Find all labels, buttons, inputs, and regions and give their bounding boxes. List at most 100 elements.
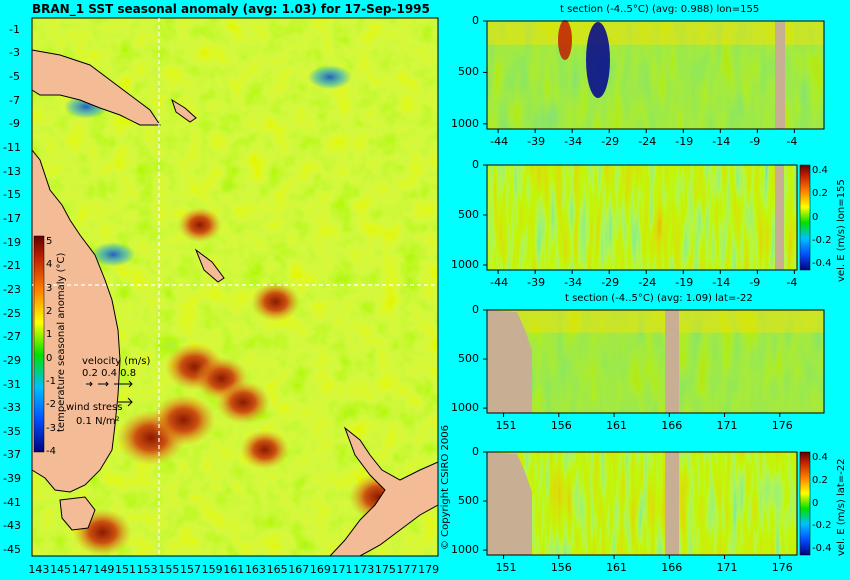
velocity-colorbar-tick: 0.2	[812, 188, 828, 200]
section-texture	[487, 165, 797, 270]
hot-spot	[240, 429, 290, 470]
section-frame	[486, 451, 798, 556]
warm-surface-layer	[487, 21, 824, 45]
section-x-tick: -29	[601, 276, 620, 289]
colorbar-tick: 3	[46, 282, 53, 294]
section-land-shelf	[487, 452, 532, 555]
map-y-tick: -5	[9, 70, 20, 84]
velocity-colorbar-tick: 0.4	[812, 451, 828, 463]
section-x-tick: -14	[712, 135, 731, 148]
map-y-tick: -9	[9, 117, 20, 131]
map-y-tick: -19	[3, 235, 21, 249]
map-title: BRAN_1 SST seasonal anomaly (avg: 1.03) …	[32, 2, 430, 16]
map-y-tick: -7	[9, 93, 20, 107]
cold-spot	[91, 242, 136, 267]
new-zealand-land	[328, 426, 439, 557]
section-x-tick: -19	[675, 276, 694, 289]
velocity-colorbar-tick: -0.2	[812, 520, 832, 532]
section-x-tick: 166	[661, 419, 683, 432]
map-y-tick: -35	[3, 424, 21, 438]
map-x-tick: 171	[331, 563, 353, 576]
hot-spot	[151, 394, 216, 446]
section-texture	[487, 310, 824, 413]
map-x-tick: 155	[158, 563, 180, 576]
solomon-islands-land	[171, 98, 197, 123]
map-y-tick: -11	[3, 141, 21, 155]
section-frame	[486, 20, 825, 130]
panel2-colorbar-label: vel. E (m/s) lon=155	[836, 179, 847, 282]
velocity-colorbar-tick: 0	[812, 211, 819, 223]
section-texture	[487, 21, 824, 129]
colorbar-tick: 2	[46, 306, 53, 317]
cold-core	[586, 22, 610, 98]
section-frame	[486, 164, 798, 271]
copyright: © Copyright CSIRO 2006	[440, 425, 451, 550]
map-y-tick: -45	[3, 543, 21, 557]
section-x-tick: 151	[495, 419, 517, 432]
section-x-tick: 176	[771, 419, 793, 432]
map-y-tick: -17	[3, 212, 21, 225]
map-x-tick: 147	[71, 563, 93, 576]
map-x-tick: 179	[418, 563, 440, 576]
colorbar-tick: -4	[46, 446, 56, 457]
velocity-colorbar-tick: 0.4	[812, 164, 828, 176]
section-x-tick: -44	[490, 276, 509, 289]
map-x-tick: 169	[309, 563, 331, 576]
section-land-ridge	[665, 452, 679, 555]
section-x-tick: 151	[495, 561, 517, 574]
section-x-tick: 176	[771, 561, 793, 574]
section-y-tick: 500	[458, 494, 479, 508]
velocity-colorbar-tick: 0.2	[812, 474, 828, 486]
sst-map-frame	[31, 17, 439, 557]
section-x-tick: -39	[527, 276, 546, 289]
velocity-legend-values: 0.2 0.4 0.8	[82, 368, 137, 379]
map-y-tick: -3	[9, 46, 20, 60]
colorbar-tick: 5	[46, 236, 53, 247]
section-x-tick: -9	[749, 135, 761, 148]
map-x-tick: 161	[223, 563, 245, 576]
section-x-tick: 161	[606, 561, 628, 574]
section-y-tick: 0	[472, 303, 479, 316]
section-land-ridge	[775, 165, 784, 270]
section-x-tick: 161	[606, 419, 628, 432]
colorbar-tick: 4	[46, 259, 53, 271]
panel1-title: t section (-4..5°C) (avg: 0.988) lon=155	[560, 4, 760, 15]
map-y-tick: -25	[3, 306, 21, 320]
map-x-tick: 143	[28, 563, 50, 576]
section-x-tick: 166	[661, 561, 683, 574]
map-x-tick: 177	[396, 563, 418, 576]
wind-legend-label: wind stress	[66, 402, 123, 413]
velocity-colorbar-tick: -0.4	[812, 258, 832, 270]
section-x-tick: 171	[716, 419, 738, 432]
section-land-shelf	[487, 310, 532, 413]
map-x-tick: 165	[266, 563, 288, 576]
section-land-ridge	[665, 310, 679, 413]
velocity-colorbar-tick: 0	[812, 497, 819, 509]
section-x-tick: -4	[786, 135, 798, 148]
section-x-tick: 156	[550, 561, 572, 574]
warm-core	[558, 20, 572, 60]
map-y-tick: -1	[9, 22, 20, 36]
map-y-tick: -27	[3, 330, 21, 344]
section-panel-3	[483, 309, 825, 417]
map-x-tick: 149	[93, 563, 115, 576]
velocity-legend-arrows	[86, 380, 133, 407]
section-panel-1	[483, 20, 825, 133]
map-x-tick: 159	[201, 563, 223, 576]
cold-spot	[307, 65, 352, 90]
section-x-tick: -29	[601, 135, 620, 148]
map-y-tick: -29	[3, 353, 21, 367]
velocity-legend-label: velocity (m/s)	[82, 356, 151, 367]
section-x-tick: -39	[527, 135, 546, 148]
section-y-tick: 1000	[451, 258, 479, 271]
map-x-tick: 157	[179, 563, 201, 576]
section-y-tick: 1000	[451, 401, 479, 415]
colorbar-tick: -2	[46, 399, 56, 411]
panel3-title: t section (-4..5°C) (avg: 1.09) lat=-22	[565, 293, 753, 304]
section-y-tick: 0	[472, 14, 479, 27]
panel4-colorbar-label: vel. E (m/s) lat=-22	[836, 458, 847, 556]
temperature-colorbar	[33, 235, 45, 453]
velocity-colorbar	[799, 451, 811, 556]
section-x-tick: -9	[749, 276, 761, 289]
map-x-tick: 175	[374, 563, 396, 576]
